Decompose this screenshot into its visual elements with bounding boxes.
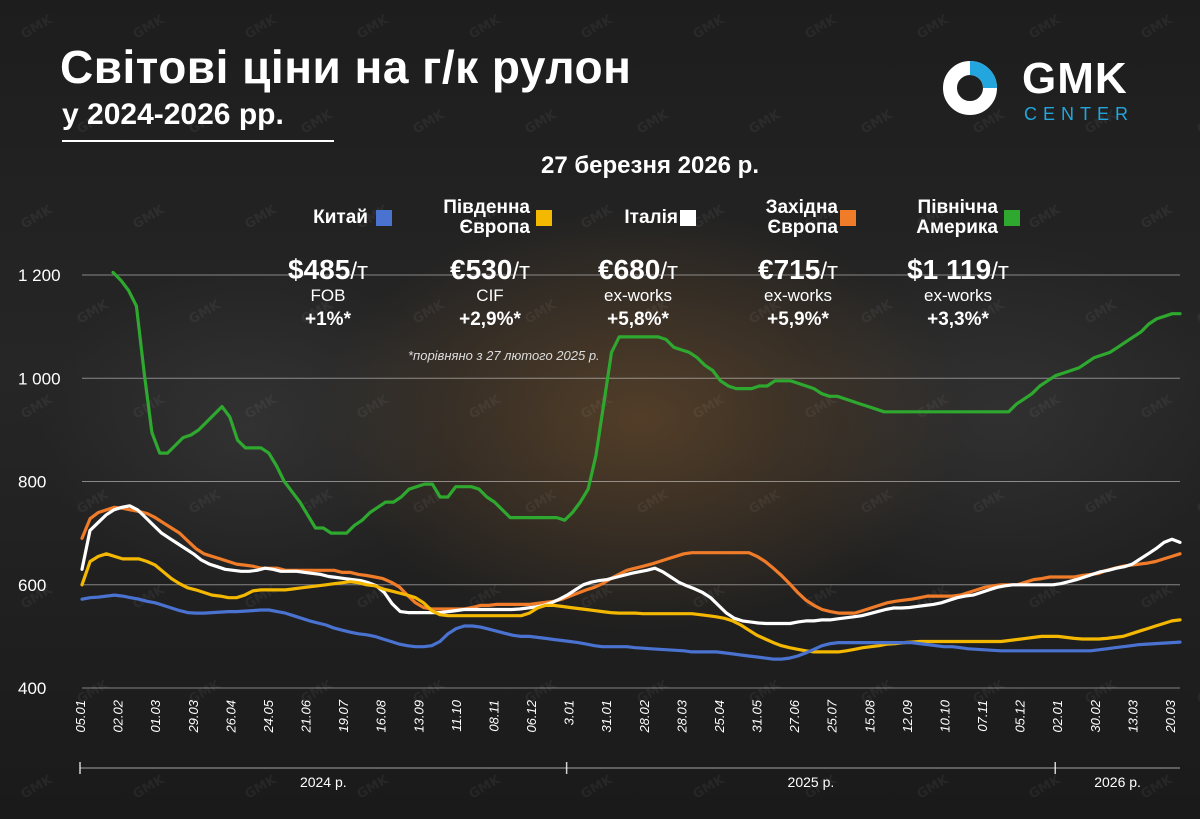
x-tick-label: 20.03 xyxy=(1163,699,1178,733)
legend-china-name: Китай xyxy=(313,207,368,228)
x-tick-label: 08.11 xyxy=(486,700,501,732)
x-tick-label: 07.11 xyxy=(975,700,990,732)
x-tick-label: 01.03 xyxy=(148,699,163,732)
legend-north-america-basis: ex-works xyxy=(923,286,992,305)
x-axis-ticks: 05.01 02.02 01.03 29.03 26.04 24.05 21.06 19.07… xyxy=(73,699,1178,733)
x-tick-label: 05.12 xyxy=(1013,699,1028,732)
series-line xyxy=(80,593,1182,661)
series-line xyxy=(111,270,1182,535)
legend-italy-price-value: €680 xyxy=(598,254,661,285)
legend-china-basis: FOB xyxy=(310,286,346,305)
year-label: 2025 р. xyxy=(788,774,835,790)
x-tick-label: 24.05 xyxy=(261,699,276,733)
y-tick-label: 1 000 xyxy=(18,369,61,388)
x-tick-label: 16.08 xyxy=(374,699,389,732)
legend-north-america-swatch xyxy=(1004,210,1020,226)
x-tick-label: 27.06 xyxy=(787,699,802,733)
x-tick-label: 31.05 xyxy=(750,699,765,732)
x-tick-label: 15.08 xyxy=(862,699,877,732)
legend-west-europe-price-unit: /т xyxy=(820,258,838,285)
legend-west-europe-price: €715/т xyxy=(708,254,888,286)
series-line xyxy=(80,504,1182,626)
x-tick-label: 13.03 xyxy=(1125,699,1140,732)
page-subtitle: у 2024-2026 рр. xyxy=(62,98,284,131)
x-tick-label: 10.10 xyxy=(938,699,953,732)
y-axis-ticks: 400 600 800 1 000 1 200 xyxy=(18,266,61,698)
year-label: 2026 р. xyxy=(1094,774,1141,790)
legend-west-europe-name: Західна Європа xyxy=(765,197,838,238)
x-tick-label: 31.01 xyxy=(599,700,614,733)
x-tick-label: 29.03 xyxy=(186,699,201,733)
legend-north-america-name: Північна Америка xyxy=(916,197,998,238)
x-tick-label: 25.04 xyxy=(712,700,727,734)
x-tick-label: 25.07 xyxy=(825,699,840,733)
y-tick-label: 800 xyxy=(18,473,46,492)
report-date: 27 березня 2026 р. xyxy=(540,152,760,179)
gmk-logo-icon xyxy=(943,61,997,115)
legend-south-europe-change: +2,9%* xyxy=(459,309,521,330)
chart-grid xyxy=(82,274,1180,689)
legend-china-price-unit: /т xyxy=(350,258,368,285)
page-title: Світові ціни на г/к рулон xyxy=(60,41,632,93)
x-tick-label: 3.01 xyxy=(562,700,577,725)
x-tick-label: 11.10 xyxy=(449,699,464,731)
chart-series xyxy=(80,270,1182,661)
x-tick-label: 02.02 xyxy=(111,699,126,732)
x-tick-label: 02.01 xyxy=(1050,700,1065,733)
x-tick-label: 26.04 xyxy=(223,700,238,734)
subtitle-underline xyxy=(62,140,334,142)
logo-name: GMK xyxy=(1022,54,1128,103)
legend-south-europe-swatch xyxy=(536,210,552,226)
x-tick-label: 30.02 xyxy=(1088,699,1103,732)
x-tick-label: 06.12 xyxy=(524,699,539,732)
legend-south-europe-name: Південна Європа xyxy=(443,197,530,238)
legend-west-europe-basis: ex-works xyxy=(763,286,832,305)
legend-west-europe-change: +5,9%* xyxy=(767,309,829,330)
legend-italy-change: +5,8%* xyxy=(607,309,669,330)
x-tick-label: 19.07 xyxy=(336,699,351,732)
x-tick-label: 28.03 xyxy=(674,699,689,733)
legend-china-price-value: $485 xyxy=(288,254,351,285)
x-tick-label: 12.09 xyxy=(900,700,915,733)
logo-subname: CENTER xyxy=(1024,104,1135,124)
legend-north-america-price: $1 119/т xyxy=(868,254,1048,286)
x-tick-label: 28.02 xyxy=(637,699,652,733)
y-tick-label: 400 xyxy=(18,679,46,698)
legend-china-price: $485/т xyxy=(238,254,418,286)
series-line xyxy=(80,505,1182,615)
legend-south-europe-price-value: €530 xyxy=(450,254,513,285)
series-line xyxy=(80,552,1182,654)
legend-north-america-price-unit: /т xyxy=(991,258,1009,285)
legend-italy-basis: ex-works xyxy=(603,286,672,305)
legend-west-europe-price-value: €715 xyxy=(758,254,821,285)
legend-south-europe-basis: CIF xyxy=(476,286,504,305)
legend-north-america-change: +3,3%* xyxy=(927,309,989,330)
legend-china-change: +1%* xyxy=(305,309,351,330)
legend-north-america-price-value: $1 119 xyxy=(907,254,992,285)
year-label: 2024 р. xyxy=(300,774,347,790)
legend-italy-price: €680/т xyxy=(548,254,728,286)
y-tick-label: 1 200 xyxy=(18,266,61,285)
legend-china-swatch xyxy=(376,210,392,226)
legend-west-europe-swatch xyxy=(840,210,856,226)
legend-italy-swatch xyxy=(680,210,696,226)
x-tick-label: 13.09 xyxy=(411,700,426,733)
x-tick-label: 05.01 xyxy=(73,700,88,733)
legend-south-europe-price: €530/т xyxy=(400,254,580,286)
x-tick-label: 21.06 xyxy=(299,699,314,733)
y-tick-label: 600 xyxy=(18,576,46,595)
year-axis: 2024 р. 2025 р. 2026 р. xyxy=(79,762,1180,790)
legend-south-europe-price-unit: /т xyxy=(512,258,530,285)
legend-italy-price-unit: /т xyxy=(660,258,678,285)
legend-italy-name: Італія xyxy=(624,207,678,228)
footnote: *порівняно з 27 лютого 2025 р. xyxy=(408,348,600,363)
